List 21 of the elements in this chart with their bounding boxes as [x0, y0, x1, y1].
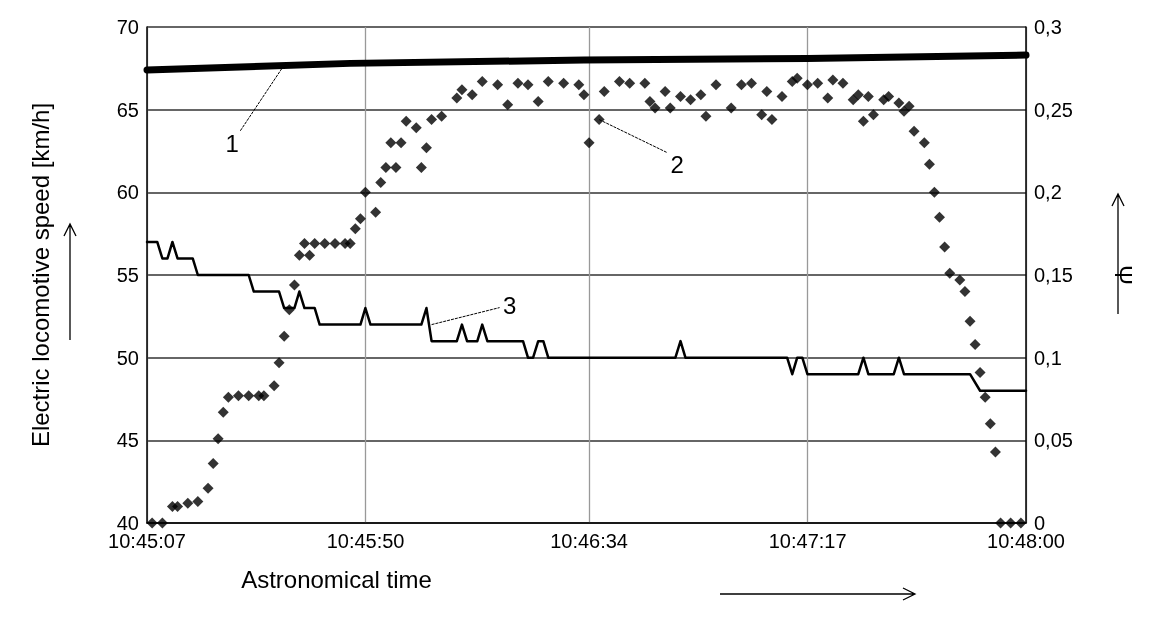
x-tick-label: 10:47:17: [768, 530, 847, 552]
y-tick-label: 55: [116, 264, 139, 286]
x-tick-label: 10:46:34: [550, 530, 628, 552]
y2-tick-label: 0,1: [1034, 346, 1062, 369]
y2-tick-label: 0,2: [1034, 181, 1062, 204]
y-tick-label: 60: [116, 181, 139, 204]
y2-tick-label: 0,05: [1034, 429, 1073, 452]
y-axis-title: Electric locomotive speed [km/h]: [26, 102, 54, 448]
y-tick-label: 50: [116, 346, 139, 369]
y2-tick-label: 0,25: [1034, 98, 1073, 121]
y-tick-label: 65: [116, 98, 139, 121]
y2-tick-label: 0,15: [1034, 264, 1073, 286]
y-tick-label: 70: [116, 16, 139, 38]
y-tick-label: 45: [116, 429, 139, 452]
y2-axis-title: Ψ: [1109, 264, 1137, 286]
annotation: 1: [225, 129, 239, 157]
x-tick-label: 10:45:50: [326, 530, 405, 552]
x-axis-title: Astronomical time: [241, 565, 432, 593]
annotation: 3: [502, 292, 517, 320]
y2-tick-label: 0,3: [1034, 16, 1062, 38]
annotation: 2: [670, 151, 684, 179]
